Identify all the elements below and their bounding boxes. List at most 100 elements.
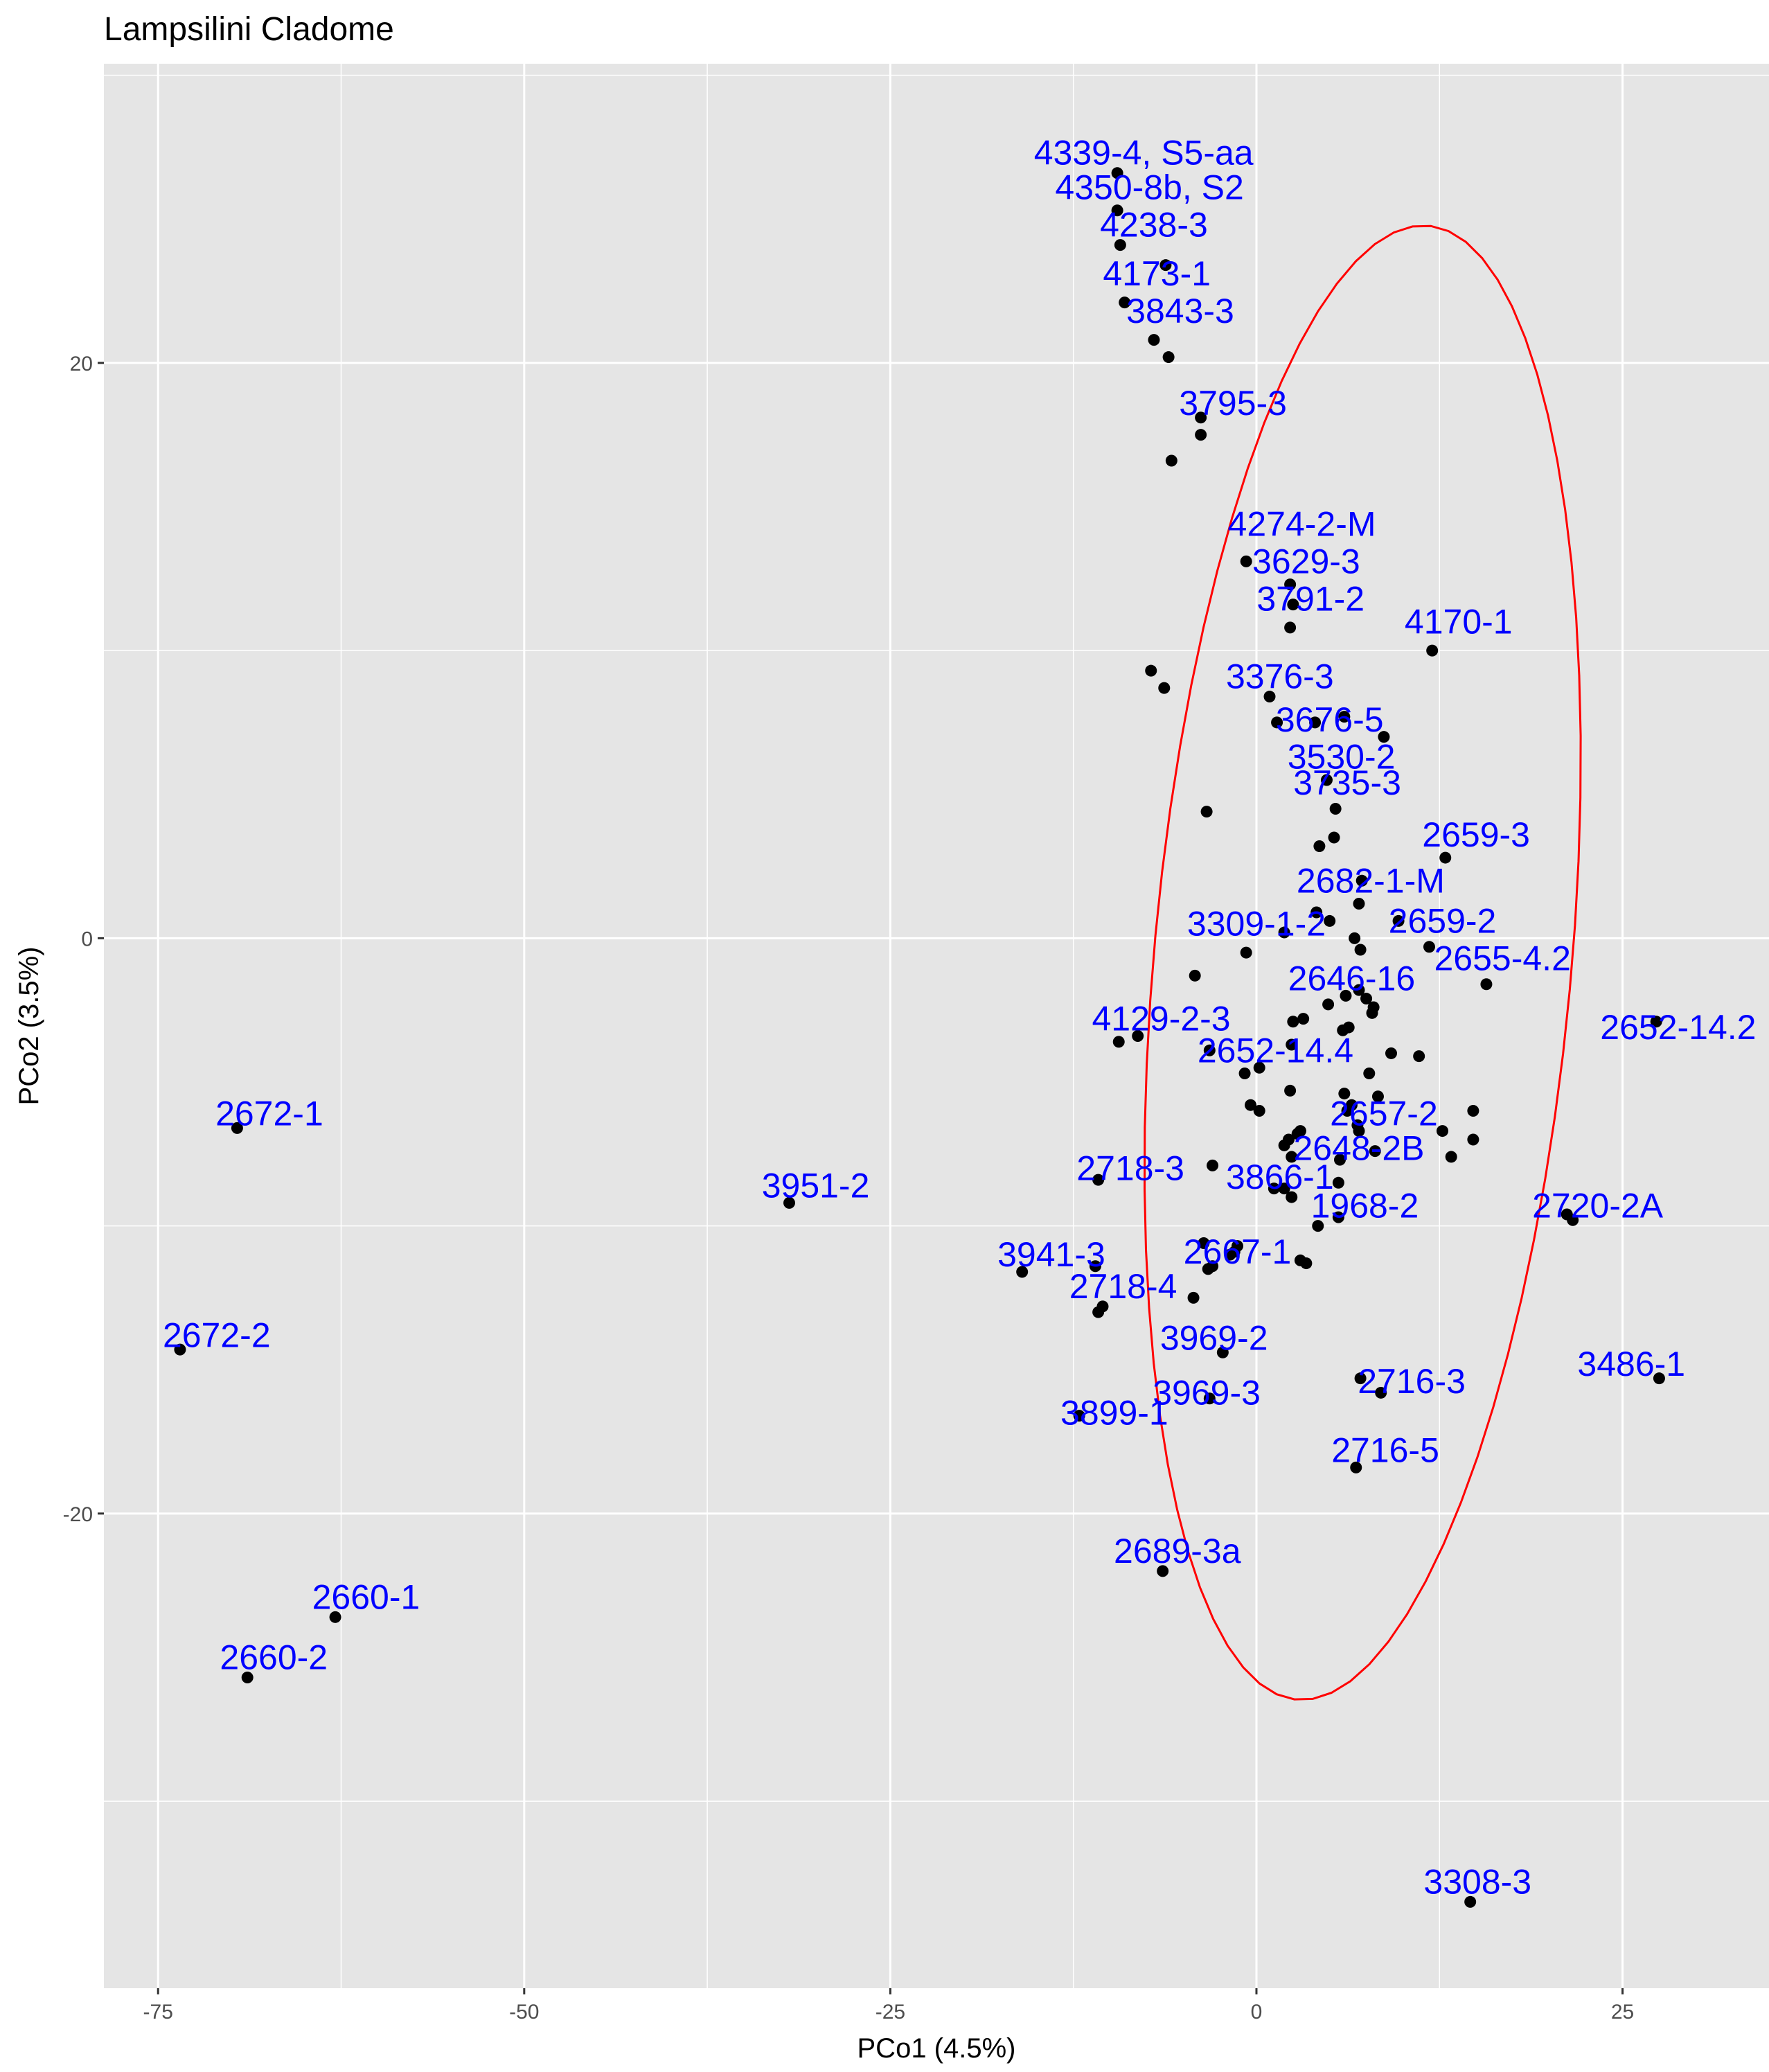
point-label: 4238-3 <box>1100 206 1208 245</box>
data-point <box>1157 1565 1169 1577</box>
point-label: 2646-16 <box>1288 959 1416 998</box>
point-label: 3308-3 <box>1423 1862 1531 1901</box>
data-point <box>1119 296 1131 309</box>
point-label: 2667-1 <box>1184 1232 1292 1271</box>
plot-panel <box>104 64 1769 1988</box>
x-tick-label: 25 <box>1611 2001 1634 2024</box>
data-point <box>1328 831 1340 844</box>
x-tick-label: -25 <box>875 2001 905 2024</box>
data-point <box>1148 334 1160 346</box>
data-point <box>1224 1248 1236 1261</box>
point-label: 2648-2B <box>1293 1128 1424 1167</box>
y-tick-label: 20 <box>70 353 93 375</box>
data-point <box>1413 1050 1425 1063</box>
data-point <box>1392 914 1405 927</box>
data-point <box>1203 1044 1216 1056</box>
x-tick-label: -75 <box>143 2001 173 2024</box>
data-point <box>1187 1291 1200 1304</box>
data-point <box>1332 1176 1344 1189</box>
data-point <box>1016 1266 1029 1278</box>
point-label: 2689-3a <box>1114 1532 1241 1570</box>
data-point <box>1337 1024 1349 1036</box>
point-label: 4274-2-M <box>1228 504 1376 543</box>
point-label: 4170-1 <box>1405 603 1513 641</box>
data-point <box>1360 993 1373 1005</box>
point-label: 2660-1 <box>312 1577 420 1616</box>
data-point <box>783 1196 796 1209</box>
data-point <box>1089 1260 1101 1273</box>
major-gridlines <box>104 64 1769 1988</box>
data-point <box>1278 1139 1290 1151</box>
x-axis-title: PCo1 (4.5%) <box>857 2033 1016 2064</box>
point-label: 4339-4, S5-aa <box>1034 134 1254 172</box>
point-label: 4350-8b, S2 <box>1055 168 1243 207</box>
data-point <box>1353 1125 1365 1137</box>
data-point <box>1332 1211 1344 1223</box>
data-point <box>1245 1099 1257 1111</box>
point-label: 3486-1 <box>1577 1345 1685 1383</box>
point-label: 2660-2 <box>220 1638 328 1676</box>
point-label: 2716-3 <box>1358 1362 1466 1401</box>
data-point <box>1354 944 1367 956</box>
point-label: 2720-2A <box>1532 1187 1664 1225</box>
point-label: 2682-1-M <box>1297 861 1445 900</box>
data-point <box>1198 1237 1210 1250</box>
point-label: 1968-2 <box>1311 1187 1419 1225</box>
data-point <box>1111 204 1123 217</box>
point-label: 3795-3 <box>1179 384 1287 423</box>
minor-gridlines <box>104 64 1769 1988</box>
data-point <box>1112 1036 1125 1048</box>
data-point <box>1207 1159 1219 1171</box>
point-label: 3899-1 <box>1060 1394 1168 1433</box>
data-point <box>1240 946 1252 959</box>
data-point <box>1165 454 1177 467</box>
data-point <box>1159 259 1172 272</box>
data-point <box>1338 711 1351 723</box>
data-point <box>1313 840 1326 852</box>
point-label: 3530-2 <box>1288 738 1396 777</box>
data-points <box>174 167 1665 1908</box>
point-label: 3791-2 <box>1256 579 1364 618</box>
data-point <box>1320 774 1333 786</box>
ellipse-path <box>1143 224 1582 1701</box>
data-point <box>1423 941 1435 953</box>
data-point <box>1369 1145 1381 1158</box>
data-point <box>1445 1151 1457 1163</box>
data-point <box>1439 851 1452 864</box>
point-label: 3969-3 <box>1153 1373 1261 1412</box>
point-label: 2659-2 <box>1389 901 1497 940</box>
data-point <box>1350 1461 1362 1473</box>
data-point <box>1284 578 1297 591</box>
data-point <box>1341 1104 1353 1117</box>
data-point <box>1291 1128 1304 1140</box>
data-point <box>1355 874 1368 887</box>
point-label: 2652-14.4 <box>1198 1031 1353 1070</box>
point-label: 2716-5 <box>1331 1431 1439 1469</box>
point-label: 3843-3 <box>1126 292 1234 330</box>
data-point <box>1271 716 1283 729</box>
data-point <box>1240 555 1252 567</box>
data-point <box>1238 1068 1251 1080</box>
data-point <box>1278 926 1290 939</box>
data-point <box>1216 1346 1229 1358</box>
data-point <box>1371 1090 1384 1103</box>
data-point <box>1158 682 1171 694</box>
data-point <box>1353 984 1365 996</box>
data-point <box>1189 969 1201 982</box>
data-point <box>1195 429 1207 441</box>
data-point <box>1329 802 1342 815</box>
x-tick-label: -50 <box>509 2001 539 2024</box>
point-label: 4129-2-3 <box>1092 1000 1230 1038</box>
chart-title: Lampsilini Cladome <box>104 11 394 48</box>
data-point <box>1338 1088 1351 1100</box>
data-point <box>1309 716 1322 729</box>
data-point <box>1286 1151 1298 1163</box>
point-label: 2672-2 <box>163 1316 271 1354</box>
data-point <box>1467 1133 1479 1146</box>
data-point <box>1437 1125 1449 1137</box>
data-point <box>1114 239 1126 251</box>
data-point <box>1426 644 1439 657</box>
data-point <box>241 1672 254 1684</box>
